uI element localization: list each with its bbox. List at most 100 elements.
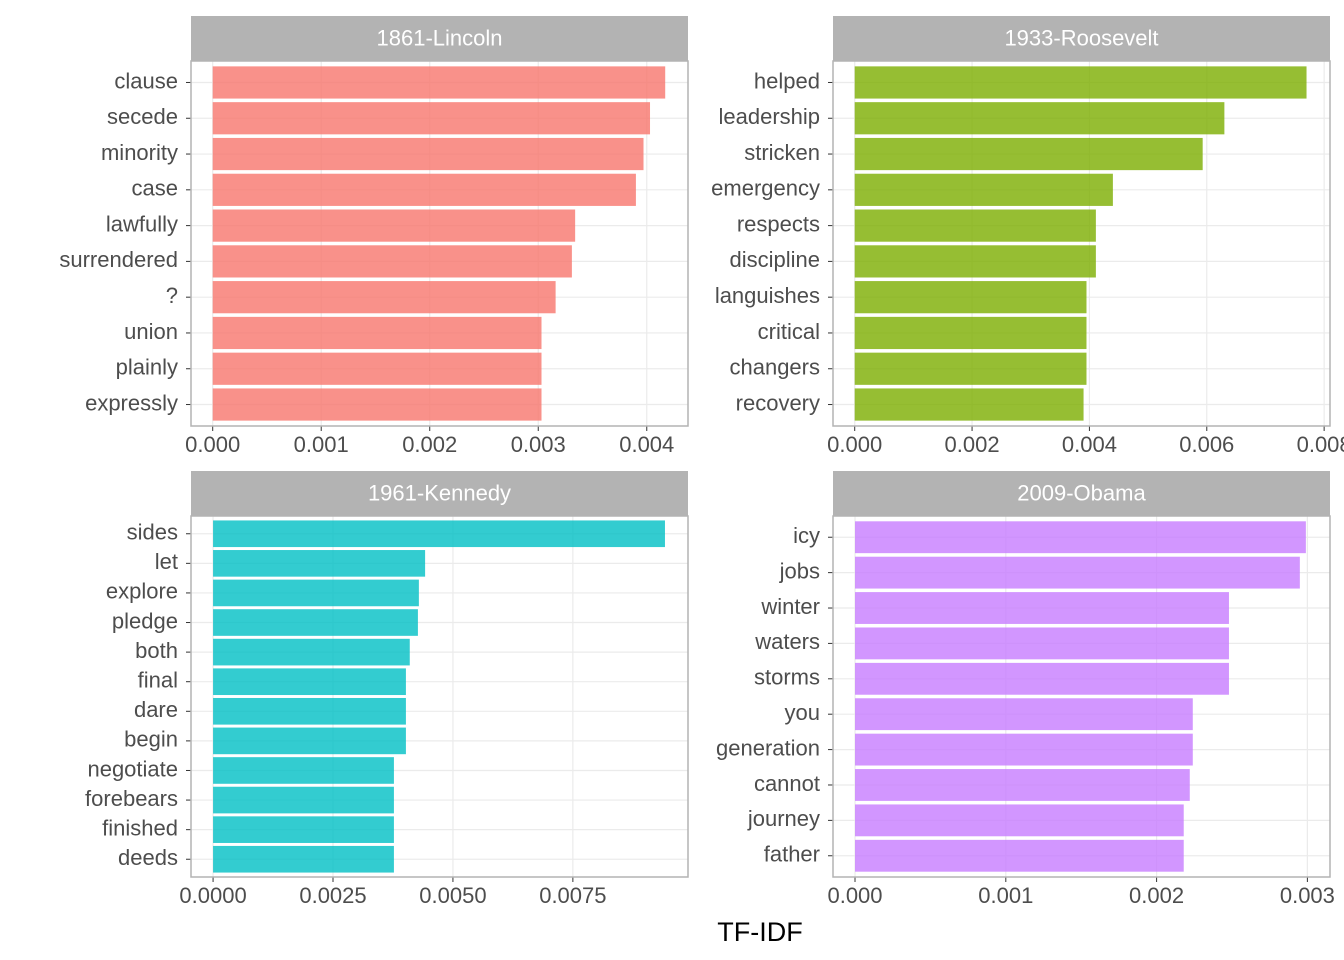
bar [855,627,1229,660]
x-tick-label: 0.0000 [179,883,246,908]
y-tick-label: generation [716,735,820,760]
y-tick-label: languishes [715,283,820,308]
y-tick-label: emergency [711,176,820,201]
x-tick-label: 0.001 [294,432,349,457]
x-axis-title: TF-IDF [717,917,802,947]
strip [191,16,688,61]
bar [854,137,1203,171]
y-tick-label: forebears [85,786,178,811]
x-tick-label: 0.008 [1297,432,1344,457]
bar [855,662,1229,695]
y-tick-label: critical [758,319,820,344]
y-tick-label: negotiate [87,756,178,781]
bar [212,209,576,242]
bar [213,668,406,696]
y-tick-label: surrendered [59,247,178,272]
y-tick-label: case [132,176,178,201]
y-tick-label: expressly [85,390,178,415]
panel-border [190,515,689,878]
x-tick-label: 0.006 [1179,432,1234,457]
y-tick-label: let [155,549,178,574]
bar [212,316,542,350]
y-tick-label: stricken [744,140,820,165]
y-tick-label: lawfully [106,211,178,236]
y-tick-label: minority [101,140,178,165]
y-tick-label: both [135,638,178,663]
x-tick-label: 0.002 [402,432,457,457]
x-tick-label: 0.002 [945,432,1000,457]
bar [855,592,1229,624]
bar [854,316,1087,350]
y-tick-label: changers [729,355,820,380]
y-tick-label: you [785,700,820,725]
bar [854,388,1084,421]
bar [212,245,572,278]
y-tick-label: secede [107,104,178,129]
x-tick-label: 0.003 [1280,883,1335,908]
y-tick-label: plainly [116,355,178,380]
strip [191,471,688,516]
y-tick-label: winter [760,594,820,619]
y-tick-label: pledge [112,608,178,633]
bar [213,638,410,666]
y-tick-label: journey [747,806,820,831]
strip [833,471,1330,516]
y-tick-label: finished [102,815,178,840]
bar [854,173,1113,206]
bar [854,102,1225,135]
panel-border [832,60,1331,427]
y-tick-label: deeds [118,845,178,870]
x-tick-label: 0.000 [185,432,240,457]
bar [855,804,1184,837]
y-tick-label: icy [793,523,820,548]
panel-border [190,60,689,427]
x-tick-label: 0.004 [619,432,674,457]
bar [212,66,666,99]
y-tick-label: waters [754,629,820,654]
panel-title: 1861-Lincoln [377,25,503,50]
bar [213,609,418,636]
bar [213,786,394,814]
bar [855,769,1190,801]
x-tick-label: 0.003 [511,432,566,457]
bar [212,137,644,171]
y-tick-label: jobs [779,558,820,583]
panel-title: 1961-Kennedy [368,480,511,505]
x-tick-label: 0.001 [978,883,1033,908]
bar [855,698,1193,731]
y-tick-label: discipline [730,247,821,272]
bar [213,727,406,755]
y-tick-label: cannot [754,771,820,796]
bar [854,209,1096,242]
y-tick-label: clause [114,68,178,93]
bar [213,816,394,843]
bar [213,579,419,607]
x-tick-label: 0.0025 [299,883,366,908]
x-tick-label: 0.0075 [539,883,606,908]
bar [854,281,1087,314]
panel-title: 2009-Obama [1017,480,1146,505]
y-tick-label: union [124,319,178,344]
bar [855,733,1193,766]
y-tick-label: leadership [718,104,820,129]
y-tick-label: respects [737,211,820,236]
panel-title: 1933-Roosevelt [1004,25,1158,50]
bar [213,697,406,725]
x-tick-label: 0.0050 [419,883,486,908]
bar [213,550,426,577]
y-tick-label: storms [754,665,820,690]
bar [855,521,1306,554]
bar [854,352,1087,385]
bar [213,845,394,873]
bar [212,102,651,135]
bar [212,388,542,421]
bar [213,520,665,548]
bar [212,352,542,385]
y-tick-label: final [138,668,178,693]
x-tick-label: 0.004 [1062,432,1117,457]
strip [833,16,1330,61]
y-tick-label: explore [106,579,178,604]
bar [854,66,1307,99]
